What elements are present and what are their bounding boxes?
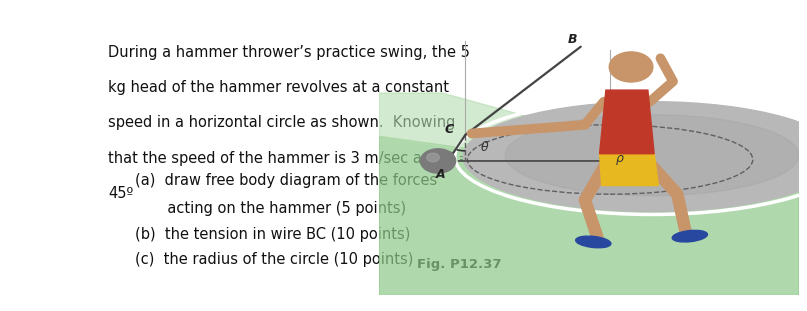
Polygon shape <box>379 93 589 157</box>
Ellipse shape <box>672 230 708 242</box>
Text: 45º: 45º <box>108 186 134 201</box>
Circle shape <box>609 52 653 82</box>
Text: kg head of the hammer revolves at a constant: kg head of the hammer revolves at a cons… <box>108 80 449 95</box>
Text: During a hammer thrower’s practice swing, the 5: During a hammer thrower’s practice swing… <box>108 44 470 59</box>
Text: Fig. P12.37: Fig. P12.37 <box>416 258 501 271</box>
Polygon shape <box>379 136 799 295</box>
Ellipse shape <box>575 236 611 248</box>
Text: acting on the hammer (5 points): acting on the hammer (5 points) <box>136 201 407 216</box>
Ellipse shape <box>505 115 799 196</box>
Ellipse shape <box>463 102 807 211</box>
Circle shape <box>427 153 439 162</box>
Text: that the speed of the hammer is 3 m/sec and θ =: that the speed of the hammer is 3 m/sec … <box>108 151 471 166</box>
Text: B: B <box>568 33 578 46</box>
Polygon shape <box>600 90 654 154</box>
Text: (b)  the tension in wire BC (10 points): (b) the tension in wire BC (10 points) <box>136 226 411 242</box>
Text: speed in a horizontal circle as shown.  Knowing: speed in a horizontal circle as shown. K… <box>108 115 456 130</box>
Text: (c)  the radius of the circle (10 points): (c) the radius of the circle (10 points) <box>136 252 414 267</box>
Text: C: C <box>445 123 454 137</box>
Text: A: A <box>436 168 445 181</box>
Circle shape <box>420 149 456 173</box>
Text: $\rho$: $\rho$ <box>615 153 625 167</box>
Text: $\theta$: $\theta$ <box>480 140 489 154</box>
Polygon shape <box>600 154 659 186</box>
Text: (a)  draw free body diagram of the forces: (a) draw free body diagram of the forces <box>136 173 437 188</box>
